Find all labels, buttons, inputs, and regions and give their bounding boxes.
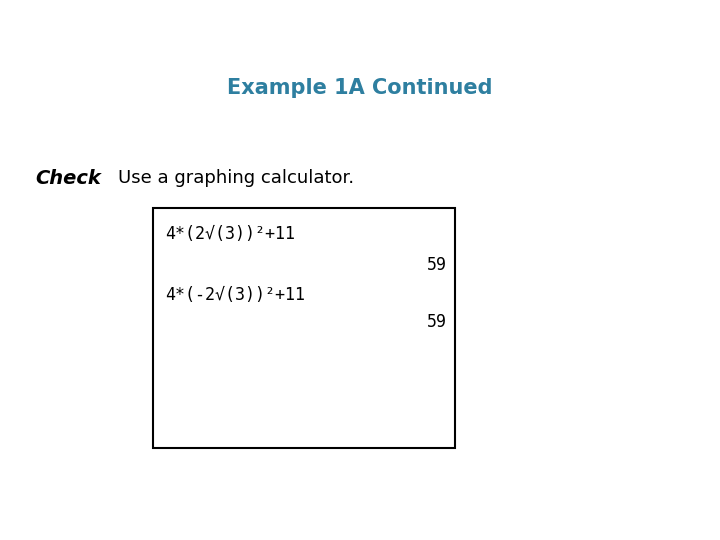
Text: Example 1A Continued: Example 1A Continued — [228, 78, 492, 98]
Text: Check: Check — [35, 168, 101, 187]
Bar — [153, 208, 455, 448]
Text: 59: 59 — [427, 313, 447, 331]
Text: 4*(2√(3))²+11: 4*(2√(3))²+11 — [165, 225, 295, 243]
Text: 4*(-2√(3))²+11: 4*(-2√(3))²+11 — [165, 286, 305, 304]
Text: 59: 59 — [427, 256, 447, 274]
Text: Use a graphing calculator.: Use a graphing calculator. — [118, 169, 354, 187]
